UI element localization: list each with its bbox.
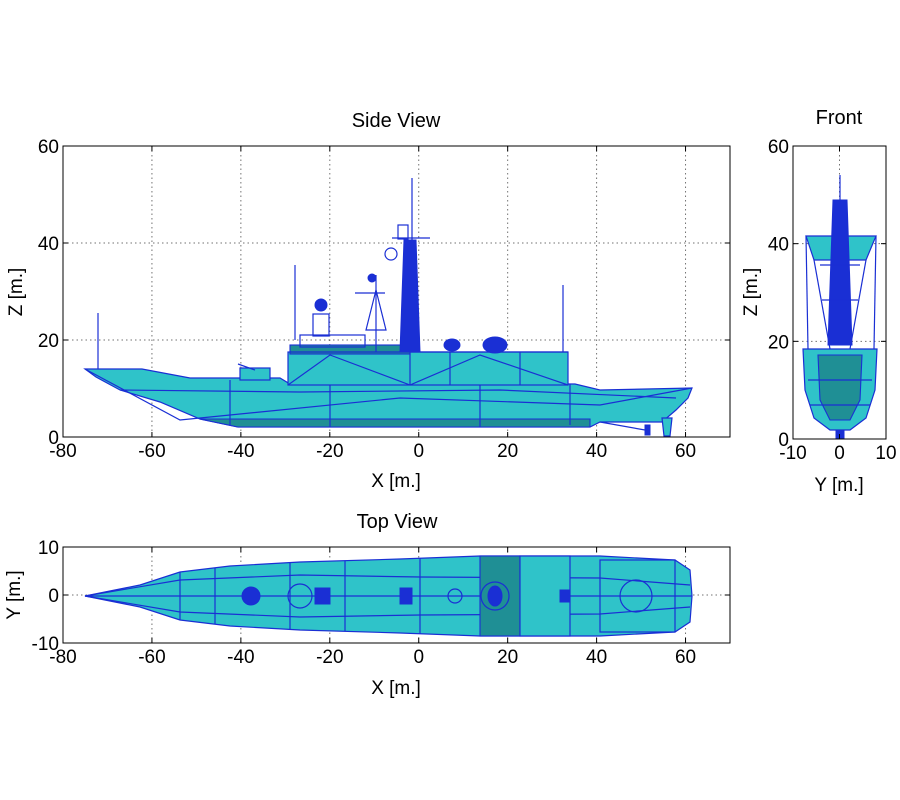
front-view-ylabel: Z [m.] [741, 268, 762, 317]
side-ytick-label: 0 [48, 428, 59, 449]
top-xtick-label: 60 [675, 647, 696, 668]
side-view-xlabel: X [m.] [371, 471, 421, 492]
side-xtick-label: 20 [497, 441, 518, 462]
side-xtick-label: -40 [227, 441, 254, 462]
side-view-axes-frame [62, 145, 731, 438]
side-xtick-label: -60 [138, 441, 165, 462]
side-view-ship-silhouette [83, 178, 693, 437]
front-ytick-label: 0 [778, 430, 789, 451]
side-xtick-label: 40 [586, 441, 607, 462]
top-xtick-label: -60 [138, 647, 165, 668]
side-ytick-label: 20 [38, 331, 59, 352]
top-xtick-label: -20 [316, 647, 343, 668]
side-view-title: Side View [352, 110, 441, 132]
front-ytick-label: 20 [768, 332, 789, 353]
top-view-panel: Top View -80 -60 -40 -20 0 20 40 60- [4, 511, 731, 699]
side-xtick-label: 0 [413, 441, 424, 462]
top-ytick-label: -10 [32, 634, 59, 655]
top-view-ylabel: Y [m.] [4, 570, 25, 619]
side-ytick-label: 60 [38, 137, 59, 158]
front-view-xlabel: Y [m.] [814, 475, 863, 496]
side-view-panel: Side View [6, 110, 731, 492]
side-xtick-label: -20 [316, 441, 343, 462]
side-xtick-label: -80 [49, 441, 76, 462]
front-view-ship-silhouette [802, 175, 878, 439]
top-view-title: Top View [357, 511, 438, 533]
front-ytick-label: 60 [768, 137, 789, 158]
top-xtick-label: -80 [49, 647, 76, 668]
side-xtick-label: 60 [675, 441, 696, 462]
top-xtick-label: 20 [497, 647, 518, 668]
top-xtick-label: 40 [586, 647, 607, 668]
front-xtick-label: -10 [779, 443, 806, 464]
top-ytick-label: 10 [38, 538, 59, 559]
front-view-title: Front [816, 107, 863, 129]
top-view-ship-silhouette [84, 555, 693, 637]
top-xtick-label: 0 [413, 647, 424, 668]
front-xtick-label: 0 [834, 443, 845, 464]
side-view-ylabel: Z [m.] [6, 268, 27, 317]
top-view-xlabel: X [m.] [371, 678, 421, 699]
side-ytick-label: 40 [38, 234, 59, 255]
front-xtick-label: 10 [875, 443, 896, 464]
top-xtick-label: -40 [227, 647, 254, 668]
front-ytick-label: 40 [768, 235, 789, 256]
top-ytick-label: 0 [48, 586, 59, 607]
